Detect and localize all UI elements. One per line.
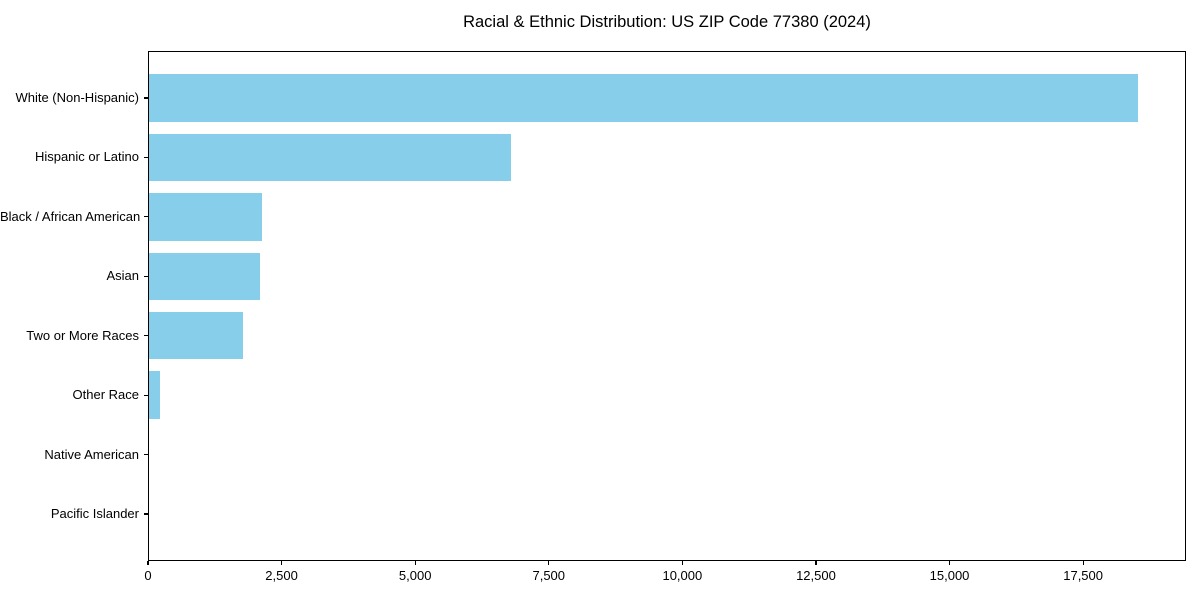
x-tick-label: 0 bbox=[144, 568, 152, 583]
x-tick-mark bbox=[681, 561, 683, 565]
x-tick-label: 5,000 bbox=[398, 568, 432, 583]
bar-other-race bbox=[149, 371, 160, 419]
x-tick-label: 12,500 bbox=[796, 568, 836, 583]
bar-hispanic-or-latino bbox=[149, 133, 512, 182]
y-tick-label-black-african-american: Black / African American bbox=[0, 208, 141, 224]
x-tick-label: 7,500 bbox=[532, 568, 566, 583]
x-tick-label: 15,000 bbox=[929, 568, 970, 583]
y-tick-mark bbox=[143, 97, 148, 99]
y-tick-mark bbox=[143, 216, 148, 218]
bar-asian bbox=[149, 252, 261, 301]
x-tick-label: 17,500 bbox=[1063, 568, 1103, 583]
x-tick-label: 10,000 bbox=[662, 568, 703, 583]
x-tick-mark bbox=[280, 561, 283, 565]
x-tick-label: 2,500 bbox=[265, 568, 298, 583]
y-tick-mark bbox=[143, 156, 148, 158]
x-tick-mark bbox=[1082, 561, 1084, 565]
y-tick-label-native-american: Native American bbox=[44, 446, 139, 462]
bar-black-african-american bbox=[149, 193, 262, 241]
y-tick-label-pacific-islander: Pacific Islander bbox=[50, 506, 139, 522]
y-tick-mark bbox=[143, 275, 148, 277]
y-tick-mark bbox=[143, 454, 148, 456]
bar-white-non-hispanic bbox=[149, 74, 1138, 122]
x-tick-mark bbox=[815, 561, 817, 565]
y-tick-label-hispanic-or-latino: Hispanic or Latino bbox=[34, 149, 139, 165]
y-tick-label-two-or-more-races: Two or More Races bbox=[26, 327, 139, 343]
plot-area bbox=[148, 51, 1186, 561]
y-tick-mark bbox=[143, 513, 148, 515]
y-tick-label-other-race: Other Race bbox=[72, 387, 139, 403]
y-tick-label-asian: Asian bbox=[106, 268, 139, 284]
y-tick-label-white-non-hispanic: White (Non-Hispanic) bbox=[15, 89, 139, 105]
bar-two-or-more-races bbox=[149, 311, 243, 360]
chart-title: Racial & Ethnic Distribution: US ZIP Cod… bbox=[463, 13, 871, 31]
y-tick-mark bbox=[143, 335, 148, 337]
x-tick-mark bbox=[147, 561, 149, 565]
x-tick-mark bbox=[414, 561, 416, 565]
x-tick-mark bbox=[948, 561, 951, 565]
x-tick-mark bbox=[548, 561, 550, 565]
y-tick-mark bbox=[143, 394, 148, 396]
